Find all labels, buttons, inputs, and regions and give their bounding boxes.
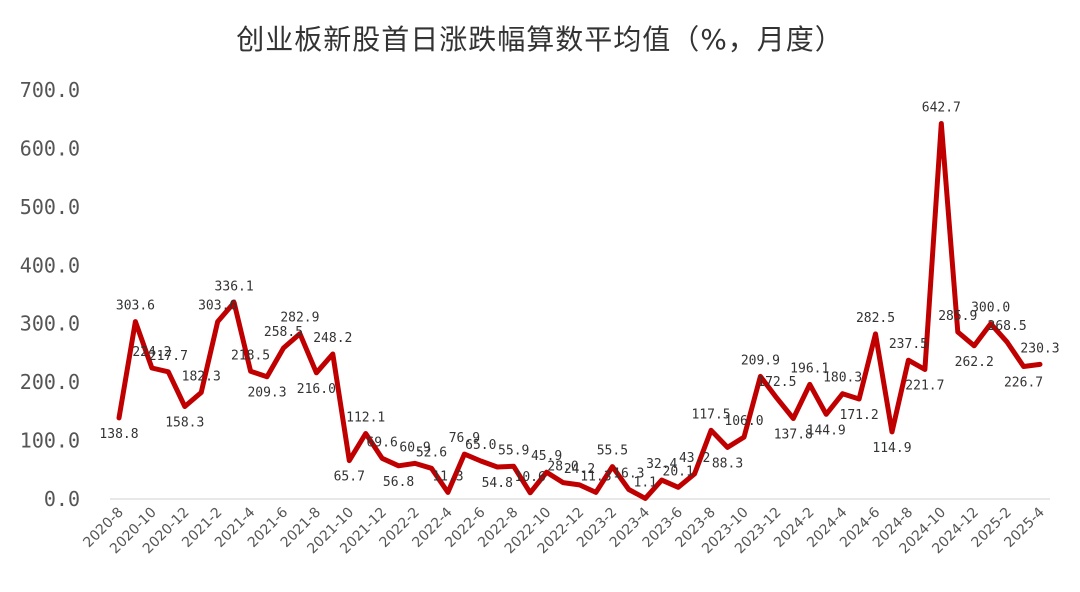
data-label: 43.2 (679, 451, 710, 466)
data-label: 303.6 (198, 299, 237, 314)
y-tick-label: 600.0 (20, 136, 80, 160)
data-label: 112.1 (346, 411, 385, 426)
data-label: 65.7 (334, 470, 365, 485)
data-label: 218.5 (231, 348, 270, 363)
data-label: 642.7 (922, 100, 961, 115)
data-label: 217.7 (149, 349, 188, 364)
data-label: 285.9 (938, 309, 977, 324)
series-group (116, 121, 1043, 501)
data-label: 10.6 (515, 470, 546, 485)
y-tick-label: 100.0 (20, 429, 80, 453)
data-label: 117.5 (692, 407, 731, 422)
data-label: 172.5 (757, 375, 796, 390)
data-label: 88.3 (712, 456, 743, 471)
data-label: 54.8 (482, 476, 513, 491)
data-label: 182.3 (182, 369, 221, 384)
data-label: 158.3 (165, 416, 204, 431)
y-tick-label: 200.0 (20, 370, 80, 394)
data-label: 226.7 (1004, 376, 1043, 391)
y-tick-label: 0.0 (44, 487, 80, 511)
data-label: 196.1 (790, 361, 829, 376)
y-tick-label: 500.0 (20, 195, 80, 219)
y-tick-label: 700.0 (20, 78, 80, 102)
data-label: 282.5 (856, 311, 895, 326)
data-label: 171.2 (840, 408, 879, 423)
data-label: 28.0 (547, 460, 578, 475)
data-label: 248.2 (313, 331, 352, 346)
y-tick-label: 400.0 (20, 253, 80, 277)
data-label: 137.8 (774, 427, 813, 442)
data-label: 282.9 (280, 311, 319, 326)
data-label: 221.7 (905, 378, 944, 393)
data-label: 209.9 (741, 353, 780, 368)
data-label: 237.5 (889, 337, 928, 352)
data-label: 32.4 (646, 457, 677, 472)
data-label: 45.9 (531, 449, 562, 464)
data-label: 230.3 (1020, 341, 1059, 356)
y-tick-label: 300.0 (20, 312, 80, 336)
data-label: 258.5 (264, 325, 303, 340)
data-label: 144.9 (807, 423, 846, 438)
data-label: 55.9 (498, 443, 529, 458)
data-label: 11.3 (432, 469, 463, 484)
data-label: 114.9 (872, 441, 911, 456)
data-label: 55.5 (597, 444, 628, 459)
data-label: 16.3 (613, 466, 644, 481)
data-label: 336.1 (215, 280, 254, 295)
data-label: 76.9 (449, 431, 480, 446)
data-label: 300.0 (971, 301, 1010, 316)
data-label: 106.0 (724, 414, 763, 429)
data-label: 262.2 (955, 355, 994, 370)
data-label: 11.3 (580, 469, 611, 484)
data-label: 303.6 (116, 299, 155, 314)
data-label: 52.6 (416, 445, 447, 460)
data-label: 69.6 (366, 435, 397, 450)
x-axis: 2020-82020-102020-122021-22021-42021-620… (80, 498, 1050, 557)
chart-title: 创业板新股首日涨跌幅算数平均值（%，月度） (236, 23, 844, 56)
data-label: 138.8 (99, 427, 138, 442)
data-label: 65.0 (465, 438, 496, 453)
data-label: 1.1 (634, 475, 657, 490)
data-label: 180.3 (823, 371, 862, 386)
y-axis: 0.0 100.0 200.0 300.0 400.0 500.0 600.0 700.0 (20, 78, 80, 511)
data-label: 56.8 (383, 475, 414, 490)
data-label: 209.3 (247, 386, 286, 401)
data-label: 20.1 (663, 464, 694, 479)
data-label: 216.0 (297, 382, 336, 397)
data-label: 268.5 (988, 319, 1027, 334)
series-line (116, 121, 1043, 501)
data-label: 24.2 (564, 462, 595, 477)
data-label: 224.2 (132, 345, 171, 360)
data-label: 60.9 (399, 440, 430, 455)
